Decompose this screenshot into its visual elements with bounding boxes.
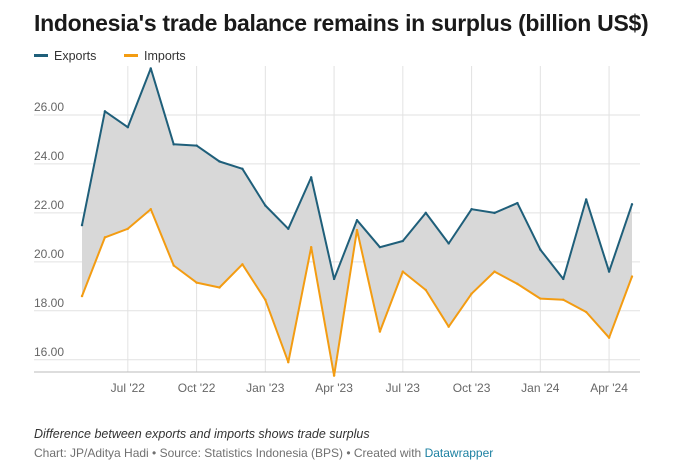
data-point-exports <box>126 126 130 129</box>
data-point-exports <box>447 242 450 245</box>
data-point-imports <box>424 288 427 292</box>
data-point-exports <box>378 245 382 249</box>
data-point-exports <box>493 211 496 215</box>
data-point-exports <box>539 248 542 251</box>
legend-swatch-imports <box>124 54 138 57</box>
data-point-exports <box>80 223 84 227</box>
data-point-exports <box>149 67 152 70</box>
datawrapper-link[interactable]: Datawrapper <box>424 446 494 460</box>
y-tick-label: 22.00 <box>34 198 64 212</box>
data-point-imports <box>630 275 634 278</box>
chart-credit: Chart: JP/Aditya Hadi • Source: Statisti… <box>34 446 493 460</box>
data-point-imports <box>562 298 565 301</box>
data-point-imports <box>539 297 542 300</box>
data-point-imports <box>195 281 198 284</box>
data-point-exports <box>218 160 221 163</box>
chart-notes: Difference between exports and imports s… <box>34 427 370 441</box>
x-tick-label: Jul '23 <box>386 381 421 395</box>
data-point-exports <box>264 204 267 207</box>
x-tick-label: Apr '24 <box>590 381 628 395</box>
data-point-exports <box>470 208 473 211</box>
x-tick-label: Jan '24 <box>521 381 560 395</box>
legend-item-exports: Exports <box>34 49 96 63</box>
data-point-imports <box>172 264 175 267</box>
data-point-imports <box>103 236 107 239</box>
data-point-exports <box>355 219 359 222</box>
data-point-imports <box>332 374 336 377</box>
x-tick-label: Jan '23 <box>246 381 285 395</box>
data-point-exports <box>401 239 405 243</box>
y-tick-label: 18.00 <box>34 296 64 310</box>
data-point-exports <box>103 110 107 113</box>
data-point-imports <box>218 286 221 289</box>
y-tick-label: 26.00 <box>34 100 64 114</box>
data-point-imports <box>264 298 267 301</box>
data-point-imports <box>287 361 290 364</box>
data-point-exports <box>241 167 244 171</box>
data-point-imports <box>355 228 359 232</box>
y-tick-label: 20.00 <box>34 247 64 261</box>
data-point-imports <box>309 245 313 249</box>
data-point-exports <box>562 277 565 281</box>
data-point-imports <box>493 270 496 273</box>
data-point-exports <box>584 198 588 201</box>
data-point-exports <box>172 143 175 146</box>
legend-label-imports: Imports <box>144 49 186 63</box>
y-tick-label: 16.00 <box>34 345 64 359</box>
data-point-imports <box>447 325 450 328</box>
x-tick-label: Oct '22 <box>178 381 216 395</box>
x-tick-label: Oct '23 <box>453 381 491 395</box>
y-tick-label: 24.00 <box>34 149 64 163</box>
data-point-imports <box>241 263 244 266</box>
data-point-exports <box>195 144 198 147</box>
line-chart: 16.00 18.00 20.00 22.00 24.00 26.00 Jul '22 Oct… <box>34 66 640 395</box>
data-point-imports <box>516 282 519 286</box>
data-point-exports <box>424 211 427 215</box>
data-point-imports <box>126 227 130 230</box>
data-point-imports <box>378 330 382 333</box>
data-point-imports <box>584 310 588 314</box>
chart-area: 16.00 18.00 20.00 22.00 24.00 26.00 Jul '22 Oct… <box>0 66 680 416</box>
data-point-exports <box>287 227 290 230</box>
chart-title: Indonesia's trade balance remains in sur… <box>34 10 649 36</box>
data-point-exports <box>332 277 336 281</box>
credit-text: Chart: JP/Aditya Hadi • Source: Statisti… <box>34 446 425 460</box>
legend-label-exports: Exports <box>54 49 97 63</box>
x-tick-label: Apr '23 <box>315 381 353 395</box>
x-tick-label: Jul '22 <box>111 381 146 395</box>
data-point-imports <box>607 336 611 339</box>
legend-item-imports: Imports <box>124 49 186 63</box>
data-point-imports <box>149 208 152 211</box>
data-point-imports <box>401 270 405 273</box>
data-point-exports <box>630 203 634 206</box>
data-point-exports <box>309 176 313 179</box>
data-point-imports <box>80 294 84 298</box>
data-point-imports <box>470 292 473 295</box>
legend-swatch-exports <box>34 54 48 57</box>
data-point-exports <box>607 270 611 273</box>
data-point-exports <box>516 201 519 205</box>
